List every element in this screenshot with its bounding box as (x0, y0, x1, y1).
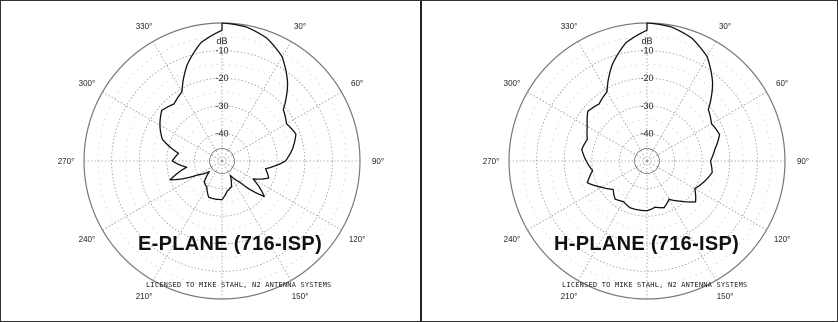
angle-label: 210° (136, 292, 153, 301)
angle-label: 60° (776, 79, 788, 88)
h-plane-polar-chart: 30°60°90°120°150°210°240°270°300°330°dB-… (483, 22, 809, 301)
polar-grid (83, 22, 361, 300)
angle-label: 30° (294, 22, 306, 31)
radial-label: dB (641, 36, 652, 46)
angle-labels: 30° 60° 90° 120° 150° 210° 240° 270° 300° 330° (58, 22, 384, 301)
e-plane-polar-chart: 30°60°90°120°150°210°240°270°300°330°dB-… (58, 22, 384, 301)
db-ring (193, 132, 250, 189)
e-plane-title: E-PLANE (716-ISP) (138, 233, 323, 255)
h-plane-panel: 30° 60° 90° 120° 150° 210° 240° 270° 300° 330° dB -… (420, 1, 838, 321)
angle-label: 210° (561, 292, 578, 301)
angle-label: 120° (774, 235, 791, 244)
angle-label: 270° (483, 157, 500, 166)
db-ring (111, 50, 333, 272)
db-ring (563, 77, 731, 245)
radial-label: -30 (640, 101, 653, 111)
minor-ring (152, 91, 292, 231)
radial-labels: dB-10 -20 -30 -40 (640, 36, 653, 138)
radial-label: -40 (215, 128, 228, 138)
angle-label: 90° (372, 157, 384, 166)
radial-labels: dB-10 -20 -30 -40 (215, 36, 228, 138)
h-plane-title: H-PLANE (716-ISP) (554, 233, 740, 255)
angle-label: 270° (58, 157, 75, 166)
angle-label: 30° (719, 22, 731, 31)
e-plane-panel: 30° 60° 90° 120° 150° 210° 240° 270° 300° 330° dB -… (1, 1, 420, 321)
center-marker (209, 148, 235, 174)
angle-label: 330° (561, 22, 578, 31)
minor-ring (125, 64, 319, 258)
db-ring (591, 105, 703, 217)
angle-label: 240° (504, 235, 521, 244)
radiation-pattern (581, 22, 721, 212)
angle-label: 90° (797, 157, 809, 166)
db-ring (618, 132, 675, 189)
angle-label: 330° (136, 22, 153, 31)
minor-ring (550, 64, 744, 258)
minor-ring (97, 36, 347, 286)
angle-label: 300° (79, 79, 96, 88)
minor-ring (522, 36, 772, 286)
polar-grid (508, 22, 786, 300)
minor-ring (180, 119, 264, 203)
radial-label: -10 (215, 46, 228, 56)
radiation-pattern (159, 22, 297, 201)
h-plane-license-text: LICENSED TO MIKE STAHL, N2 ANTENNA SYSTE… (562, 281, 748, 289)
radial-label: -20 (640, 73, 653, 83)
angle-label: 60° (351, 79, 363, 88)
radial-label: -10 (640, 46, 653, 56)
radial-label: -40 (640, 128, 653, 138)
radial-label: -20 (215, 73, 228, 83)
angle-labels: 30° 60° 90° 120° 150° 210° 240° 270° 300° 330° (483, 22, 809, 301)
db-ring (166, 105, 278, 217)
minor-ring (577, 91, 717, 231)
angle-label: 240° (79, 235, 96, 244)
angle-label: 150° (717, 292, 734, 301)
angle-label: 150° (292, 292, 309, 301)
angle-label: 120° (349, 235, 366, 244)
radial-label: -30 (215, 101, 228, 111)
minor-ring (605, 119, 689, 203)
center-marker (634, 148, 660, 174)
radial-label: dB (216, 36, 227, 46)
angle-label: 300° (504, 79, 521, 88)
e-plane-license-text: LICENSED TO MIKE STAHL, N2 ANTENNA SYSTE… (146, 281, 332, 289)
db-ring (138, 77, 306, 245)
db-ring (536, 50, 758, 272)
